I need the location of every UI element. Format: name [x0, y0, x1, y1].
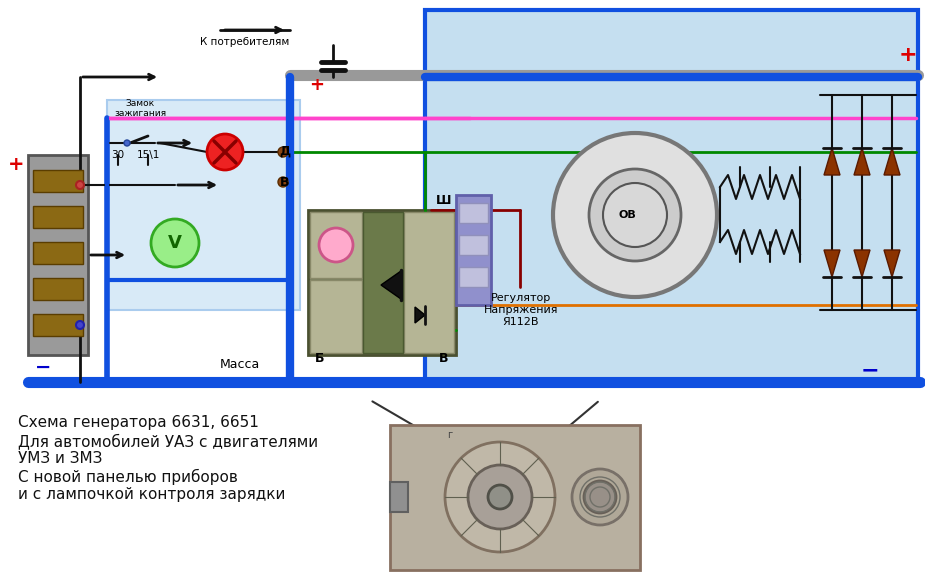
Polygon shape	[824, 148, 840, 175]
Circle shape	[76, 321, 84, 329]
Text: г: г	[448, 430, 452, 440]
Circle shape	[445, 442, 555, 552]
Text: Схема генератора 6631, 6651: Схема генератора 6631, 6651	[18, 415, 259, 430]
Bar	[33, 242, 83, 264]
Polygon shape	[415, 307, 425, 323]
Text: УМЗ и ЗМЗ: УМЗ и ЗМЗ	[18, 451, 103, 466]
Polygon shape	[854, 148, 870, 175]
Circle shape	[76, 181, 84, 189]
Text: В: В	[439, 352, 449, 364]
Bar	[425, 10, 918, 383]
Bar	[33, 278, 83, 300]
Bar	[404, 212, 454, 353]
Circle shape	[488, 485, 512, 509]
Polygon shape	[824, 250, 840, 277]
Text: +: +	[7, 155, 24, 175]
Text: +: +	[310, 76, 325, 94]
Circle shape	[319, 228, 353, 262]
Circle shape	[572, 469, 628, 525]
Text: и с лампочкой контроля зарядки: и с лампочкой контроля зарядки	[18, 487, 286, 502]
Polygon shape	[381, 271, 401, 299]
Text: ОВ: ОВ	[618, 210, 635, 220]
Text: Ш: Ш	[437, 193, 451, 206]
Circle shape	[584, 481, 616, 513]
Text: 30: 30	[111, 150, 125, 160]
Circle shape	[207, 134, 243, 170]
Bar	[33, 170, 83, 192]
Bar	[107, 100, 300, 310]
Polygon shape	[854, 250, 870, 277]
Bar	[310, 280, 362, 353]
Circle shape	[468, 465, 532, 529]
Polygon shape	[884, 250, 900, 277]
Text: −: −	[35, 357, 51, 376]
Bar	[390, 482, 408, 512]
Bar	[390, 425, 640, 570]
Bar	[456, 195, 491, 305]
Text: Масса: Масса	[220, 359, 260, 372]
Text: С новой панелью приборов: С новой панелью приборов	[18, 469, 238, 485]
Bar	[33, 314, 83, 336]
Text: Регулятор
Напряжения
Я112В: Регулятор Напряжения Я112В	[484, 294, 559, 326]
Text: В: В	[280, 175, 290, 189]
Circle shape	[553, 133, 717, 297]
Text: +: +	[899, 45, 918, 65]
Bar	[33, 206, 83, 228]
Bar	[459, 203, 488, 223]
Circle shape	[278, 177, 288, 187]
Text: V: V	[168, 234, 182, 252]
Text: Для автомобилей УАЗ с двигателями: Для автомобилей УАЗ с двигателями	[18, 433, 318, 449]
Circle shape	[278, 147, 288, 157]
Bar	[459, 267, 488, 287]
Bar	[363, 212, 403, 353]
Bar	[28, 155, 88, 355]
Circle shape	[589, 169, 681, 261]
Text: Д: Д	[279, 145, 290, 158]
Text: 15\1: 15\1	[136, 150, 160, 160]
Text: Замок
зажигания: Замок зажигания	[114, 98, 166, 118]
Bar	[308, 210, 456, 355]
Circle shape	[124, 140, 130, 146]
Text: −: −	[860, 360, 880, 380]
Text: Б: Б	[315, 352, 325, 364]
Circle shape	[151, 219, 199, 267]
Text: К потребителям: К потребителям	[201, 37, 290, 47]
Bar	[459, 235, 488, 255]
Polygon shape	[884, 148, 900, 175]
Bar	[310, 212, 362, 278]
Circle shape	[603, 183, 667, 247]
